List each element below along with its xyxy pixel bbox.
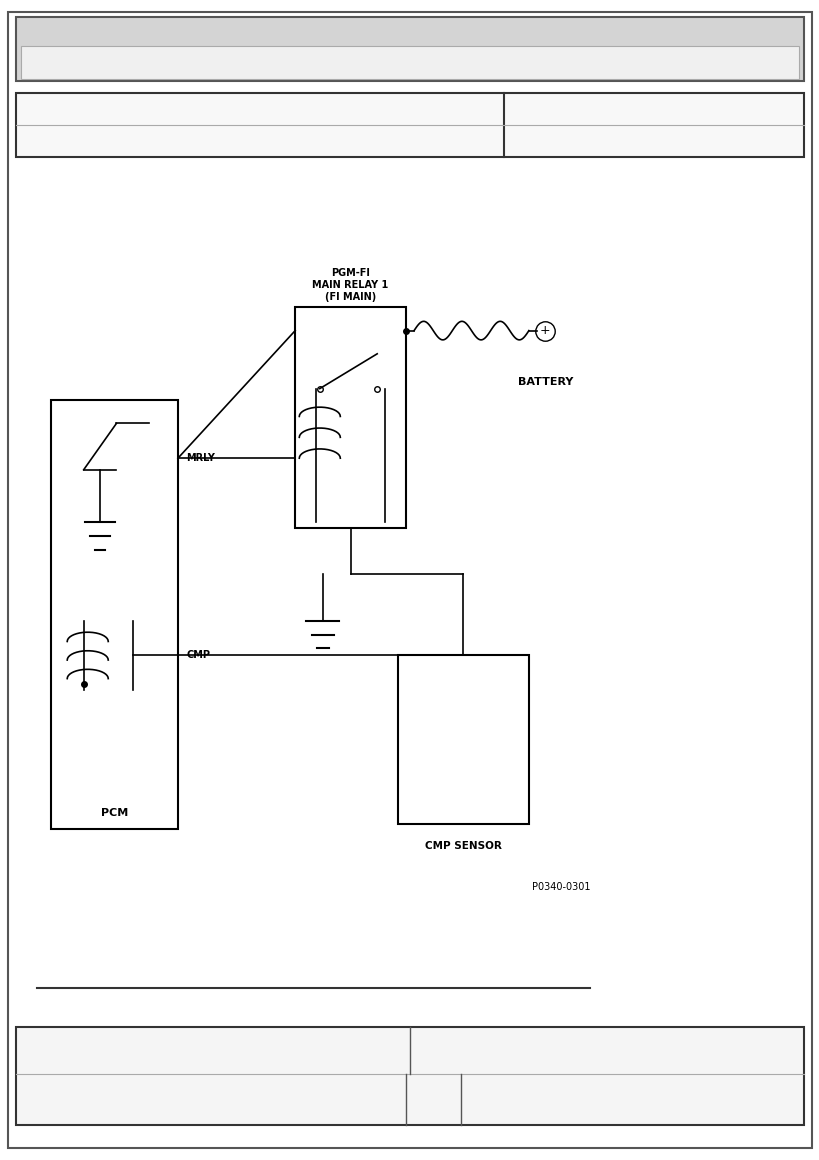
Text: MRLY: MRLY (186, 454, 215, 463)
Text: P0340-0301: P0340-0301 (532, 883, 590, 892)
Text: PGM-FI
MAIN RELAY 1
(FI MAIN): PGM-FI MAIN RELAY 1 (FI MAIN) (312, 268, 388, 302)
Text: +: + (540, 324, 550, 338)
Bar (295, 307, 405, 528)
Bar (20, 46, 799, 79)
Text: PCM: PCM (101, 807, 128, 818)
Text: CMP SENSOR: CMP SENSOR (424, 841, 501, 851)
Bar (16, 93, 803, 157)
Bar (16, 17, 803, 81)
Text: BATTERY: BATTERY (517, 377, 572, 387)
Bar (51, 400, 178, 829)
Text: CMP: CMP (186, 651, 210, 660)
Bar (16, 1027, 803, 1125)
Bar (397, 655, 528, 824)
